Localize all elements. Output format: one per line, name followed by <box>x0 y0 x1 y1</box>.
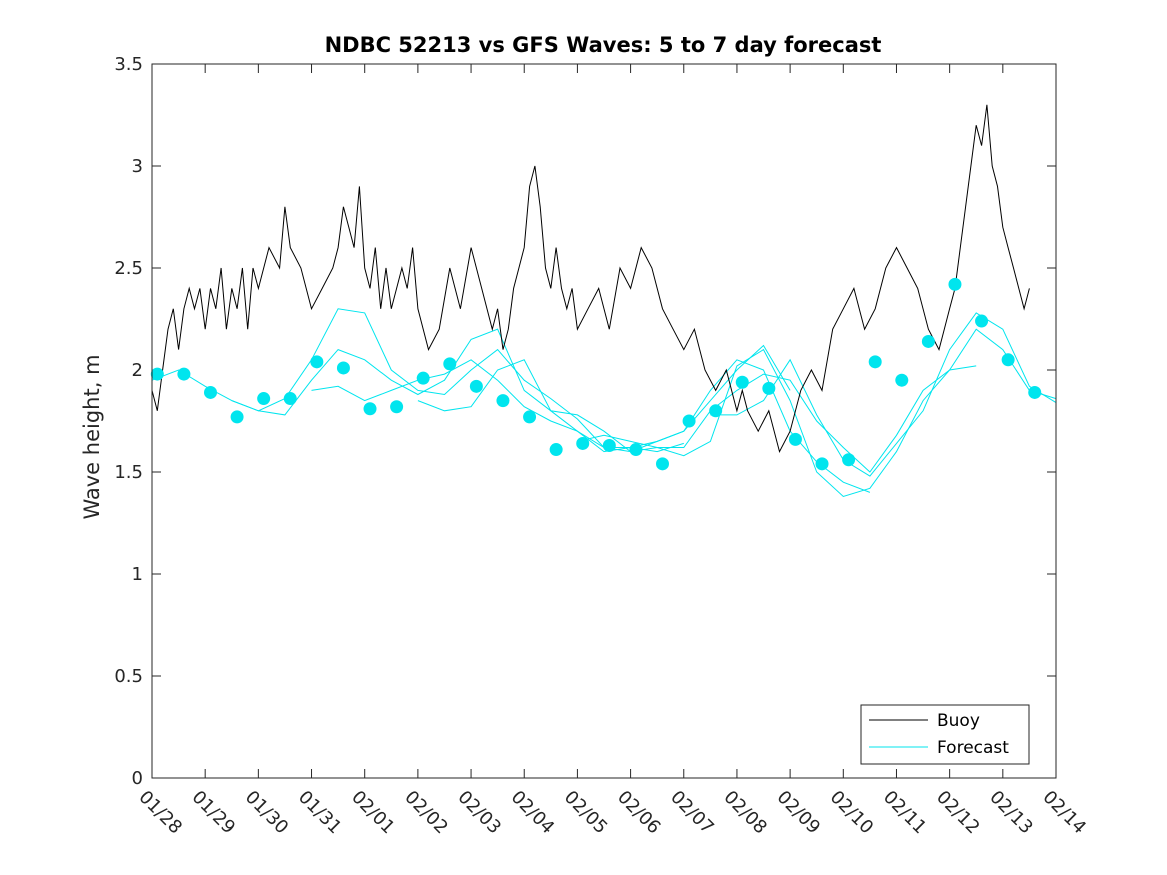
forecast-point <box>602 438 616 452</box>
y-axis-ticks: 0 0.5 1 1.5 2 2.5 3 3.5 <box>114 54 1056 789</box>
forecast-point <box>842 453 856 467</box>
legend-forecast-label: Forecast <box>937 738 1009 758</box>
forecast-point <box>416 371 430 385</box>
forecast-point <box>762 381 776 395</box>
buoy-series-line <box>151 104 1030 453</box>
forecast-run-line <box>417 348 977 498</box>
y-axis-label: Wave height, m <box>80 354 104 519</box>
forecast-point <box>682 414 696 428</box>
forecast-point <box>975 314 989 328</box>
forecast-point <box>257 392 271 406</box>
forecast-point <box>496 394 510 408</box>
y-tick-label: 2 <box>132 360 143 381</box>
forecast-point <box>469 379 483 393</box>
forecast-point <box>895 373 909 387</box>
legend: Buoy Forecast <box>860 704 1030 765</box>
forecast-point <box>709 404 723 418</box>
forecast-point <box>443 357 457 371</box>
plot-area <box>152 64 1056 778</box>
forecast-points <box>150 277 1042 471</box>
y-tick-label: 0.5 <box>114 666 143 687</box>
y-tick-label: 3 <box>132 156 143 177</box>
forecast-point <box>576 436 590 450</box>
legend-box <box>860 704 1030 765</box>
forecast-point <box>230 410 244 424</box>
forecast-point <box>363 402 377 416</box>
forecast-point <box>336 361 350 375</box>
y-tick-label: 1 <box>132 564 143 585</box>
forecast-point <box>523 410 537 424</box>
y-tick-label: 3.5 <box>114 54 143 75</box>
forecast-point <box>390 400 404 414</box>
forecast-point <box>921 334 935 348</box>
y-tick-label: 1.5 <box>114 462 143 483</box>
legend-buoy-label: Buoy <box>937 711 980 731</box>
chart-title: NDBC 52213 vs GFS Waves: 5 to 7 day fore… <box>325 33 882 57</box>
forecast-point <box>629 443 643 457</box>
forecast-point <box>655 457 669 471</box>
forecast-point <box>549 443 563 457</box>
forecast-point <box>203 385 217 399</box>
forecast-point <box>177 367 191 381</box>
forecast-run-line <box>311 359 871 493</box>
forecast-point <box>948 277 962 291</box>
forecast-point <box>815 457 829 471</box>
y-tick-label: 0 <box>132 768 143 789</box>
forecast-run-line <box>577 328 1057 473</box>
forecast-point <box>735 375 749 389</box>
forecast-point <box>283 392 297 406</box>
forecast-point <box>310 355 324 369</box>
forecast-point <box>150 367 164 381</box>
forecast-point <box>1001 353 1015 367</box>
plot-frame <box>151 63 1057 779</box>
forecast-point <box>788 432 802 446</box>
forecast-run-lines <box>151 308 1057 498</box>
forecast-point <box>868 355 882 369</box>
forecast-run-line <box>231 328 791 453</box>
forecast-point <box>1028 385 1042 399</box>
y-tick-label: 2.5 <box>114 258 143 279</box>
